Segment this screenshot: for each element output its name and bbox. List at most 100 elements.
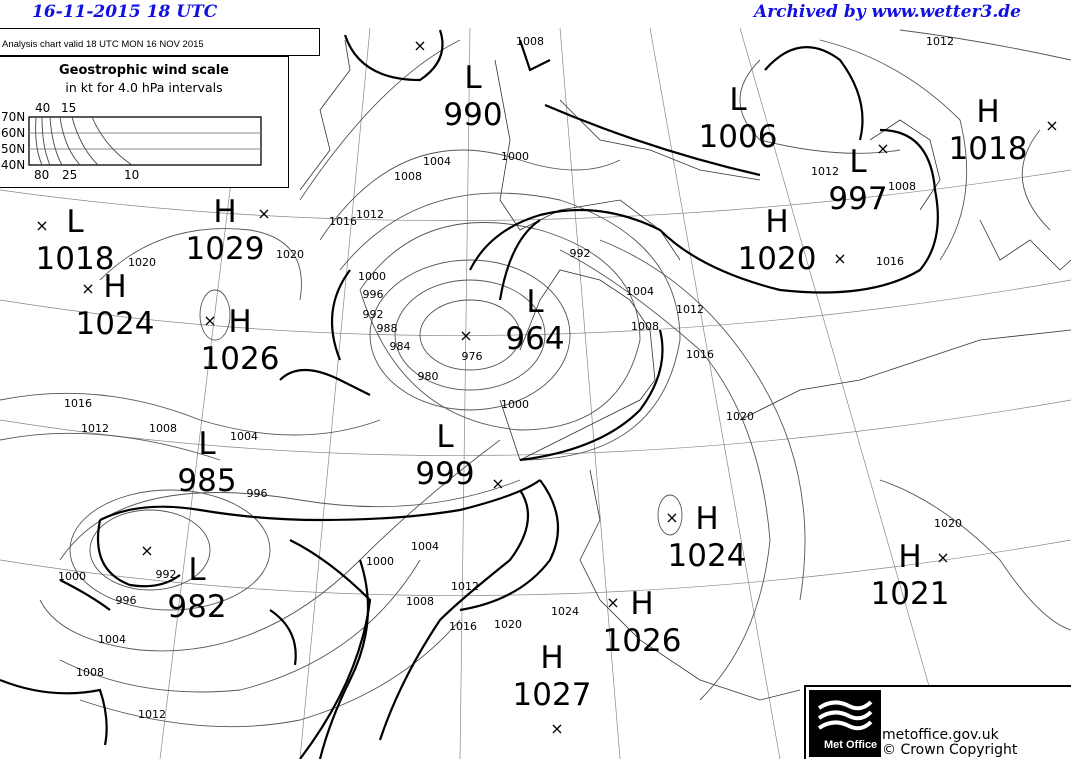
- scale-top-label: 15: [61, 101, 76, 115]
- pressure-type: L: [436, 419, 454, 455]
- isobar-labels: 1008 101210001004100810121016102010201012…: [58, 35, 962, 721]
- center-marker-icon: ×: [550, 719, 563, 738]
- pressure-type: L: [66, 204, 84, 240]
- center-marker-icon: ×: [936, 548, 949, 567]
- isobar-label: 996: [363, 288, 384, 301]
- center-marker-icon: ×: [81, 279, 94, 298]
- isobar-label: 1012: [356, 208, 384, 221]
- metoffice-url[interactable]: metoffice.gov.uk: [882, 727, 999, 743]
- weather-fronts: [0, 29, 939, 759]
- isobar-label: 976: [462, 350, 483, 363]
- pressure-value: 1029: [186, 231, 265, 267]
- isobar-label: 1016: [686, 348, 714, 361]
- pressure-type: H: [103, 269, 126, 305]
- met-office-credit: Met Office metoffice.gov.uk © Crown Copy…: [804, 685, 1071, 759]
- isobar-label: 1004: [626, 285, 654, 298]
- lat-label-60n: 60N: [1, 126, 25, 140]
- isobar-label: 1016: [876, 255, 904, 268]
- isobar-label: 1008: [149, 422, 177, 435]
- pressure-value: 1026: [603, 623, 682, 659]
- isobar-label: 1008: [888, 180, 916, 193]
- isobar-label: 1020: [128, 256, 156, 269]
- pressure-type: H: [630, 586, 653, 622]
- center-marker-icon: ×: [665, 508, 678, 527]
- lat-label-40n: 40N: [1, 158, 25, 172]
- pressure-value: 999: [415, 456, 474, 492]
- pressure-type: L: [729, 82, 747, 118]
- isobar-label: 1020: [726, 410, 754, 423]
- geostrophic-wind-scale: Geostrophic wind scale in kt for 4.0 hPa…: [0, 56, 289, 188]
- coastlines: [299, 39, 1071, 701]
- pressure-value: 985: [177, 463, 236, 499]
- center-marker-icon: ×: [257, 204, 270, 223]
- isobar-label: 1012: [138, 708, 166, 721]
- isobar-label: 1020: [494, 618, 522, 631]
- isobar-label: 1016: [64, 397, 92, 410]
- isobar-label: 1004: [230, 430, 258, 443]
- pressure-value: 1006: [699, 119, 778, 155]
- isobar-label: 984: [390, 340, 411, 353]
- copyright: © Crown Copyright: [882, 742, 1018, 758]
- waves-icon: [817, 700, 873, 731]
- isobar-label: 1012: [81, 422, 109, 435]
- isobar-label: 1012: [811, 165, 839, 178]
- isobar-label: 996: [247, 487, 268, 500]
- isobar-label: 1024: [551, 605, 579, 618]
- isobar-label: 1000: [358, 270, 386, 283]
- center-marker-icon: ×: [1045, 116, 1058, 135]
- scale-bottom-label: 25: [62, 168, 77, 182]
- wind-scale-subtitle: in kt for 4.0 hPa intervals: [65, 80, 223, 95]
- center-marker-icon: ×: [833, 249, 846, 268]
- isobar-label: 1016: [329, 215, 357, 228]
- isobar-label: 1008: [516, 35, 544, 48]
- pressure-value: 1027: [513, 677, 592, 713]
- pressure-value: 997: [828, 181, 887, 217]
- isobar-label: 1012: [451, 580, 479, 593]
- lat-lon-grid: [0, 28, 1071, 759]
- isobar-label: 980: [418, 370, 439, 383]
- isobar-label: 1000: [501, 150, 529, 163]
- pressure-value: 964: [505, 321, 564, 357]
- center-marker-icon: ×: [413, 36, 426, 55]
- center-marker-icon: ×: [606, 593, 619, 612]
- center-marker-icon: ×: [140, 541, 153, 560]
- pressure-value: 1018: [36, 241, 115, 277]
- pressure-value: 1024: [668, 538, 747, 574]
- pressure-value: 1026: [201, 341, 280, 377]
- isobar-label: 992: [156, 568, 177, 581]
- pressure-type: H: [695, 501, 718, 537]
- isobar-label: 1016: [449, 620, 477, 633]
- pressure-type: H: [228, 304, 251, 340]
- isobar-label: 1000: [58, 570, 86, 583]
- pressure-type: L: [464, 60, 482, 96]
- pressure-value: 1018: [949, 131, 1028, 167]
- logo-text: Met Office: [824, 739, 878, 751]
- center-marker-icon: ×: [491, 474, 504, 493]
- isobar-label: 1008: [76, 666, 104, 679]
- pressure-value: 1020: [738, 241, 817, 277]
- analysis-valid-time: Analysis chart valid 18 UTC MON 16 NOV 2…: [0, 28, 320, 56]
- isobar-label: 1020: [934, 517, 962, 530]
- pressure-type: L: [849, 144, 867, 180]
- pressure-value: 1021: [871, 576, 950, 612]
- center-marker-icon: ×: [876, 139, 889, 158]
- scale-top-label: 40: [35, 101, 50, 115]
- isobar-label: 1004: [98, 633, 126, 646]
